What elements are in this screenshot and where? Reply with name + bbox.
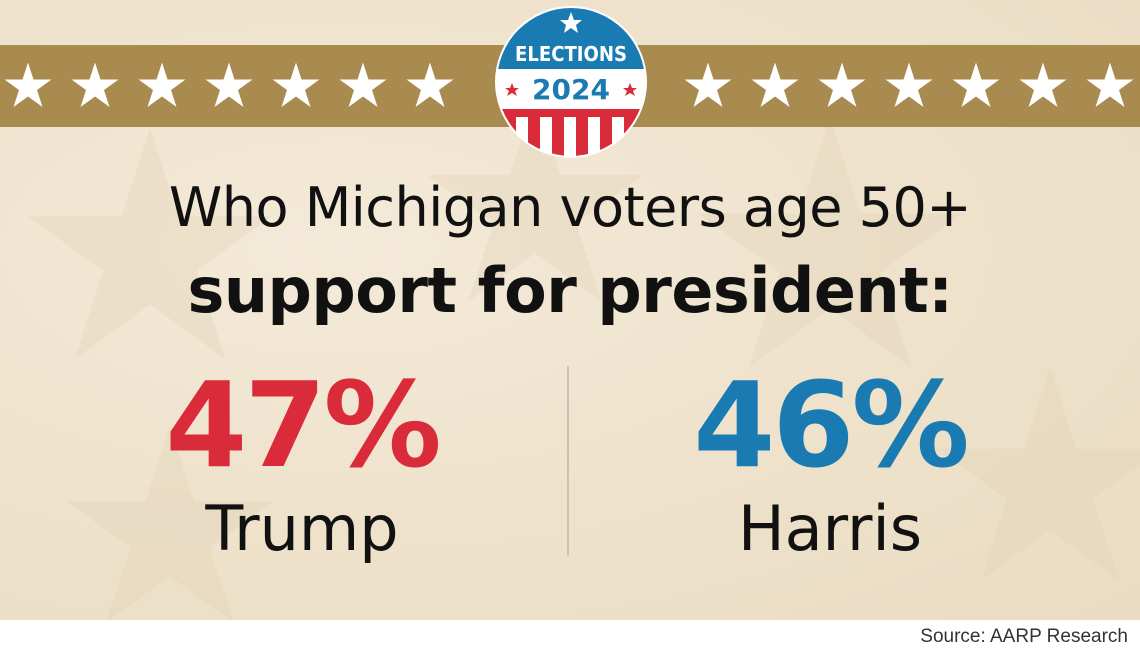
trump-name: Trump (205, 492, 399, 565)
star-icon (339, 62, 387, 107)
headline-line-1: Who Michigan voters age 50+ (168, 176, 972, 239)
elections-2024-badge: ELECTIONS 2024 (495, 6, 647, 158)
star-icon (205, 62, 253, 107)
badge-elections-text: ELECTIONS (515, 42, 627, 66)
star-icon (1019, 62, 1067, 107)
harris-percent: 46% (693, 356, 969, 494)
star-icon (818, 62, 866, 107)
background-star-icon (66, 426, 274, 620)
star-icon (4, 62, 52, 107)
star-icon (684, 62, 732, 107)
star-icon (751, 62, 799, 107)
harris-name: Harris (737, 492, 923, 565)
star-icon (138, 62, 186, 107)
star-icon (406, 62, 454, 107)
star-icon (71, 62, 119, 107)
badge-star-icon (560, 12, 582, 33)
results-divider (567, 366, 569, 556)
background-star-icon (426, 96, 644, 302)
star-icon (885, 62, 933, 107)
background-star-icon (698, 118, 962, 368)
result-trump: 47% Trump (72, 360, 532, 564)
background-star-icon (937, 367, 1140, 581)
badge-left-star-icon (505, 83, 519, 96)
infographic-card: ELECTIONS 2024 Who Michigan voters age 5… (0, 0, 1140, 620)
trump-percent: 47% (165, 356, 441, 494)
background-star-icon (27, 127, 273, 360)
badge-right-star-icon (623, 83, 637, 96)
badge-year-text: 2024 (532, 73, 610, 106)
headline-line-2: support for president: (187, 254, 953, 327)
star-icon (1086, 62, 1134, 107)
star-icon (272, 62, 320, 107)
result-harris: 46% Harris (600, 360, 1060, 564)
star-icon (952, 62, 1000, 107)
source-note: Source: AARP Research (920, 626, 1128, 647)
